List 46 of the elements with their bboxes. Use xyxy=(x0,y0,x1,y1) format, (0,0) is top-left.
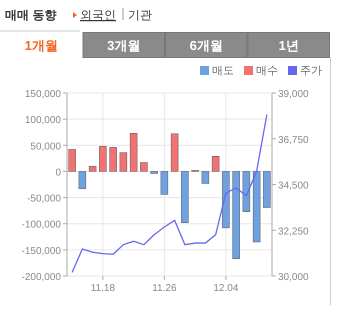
text: 3개월 xyxy=(107,38,140,53)
y2-tick-label: 32,250 xyxy=(278,226,310,238)
y-tick-label: 100,000 xyxy=(24,115,62,126)
y-tick-label: 150,000 xyxy=(24,89,62,100)
text: 1개월 xyxy=(24,38,58,53)
legend-label: 주가 xyxy=(300,65,322,77)
chart-title: 매매 동향 xyxy=(5,8,56,22)
legend-label: 매도 xyxy=(212,65,234,77)
bar xyxy=(170,134,178,172)
bar xyxy=(68,149,76,172)
bar xyxy=(150,171,158,174)
bar xyxy=(242,171,250,212)
y-tick-label: 0 xyxy=(55,167,62,178)
bar xyxy=(160,171,168,195)
y2-tick-label: 39,000 xyxy=(278,89,310,100)
bar xyxy=(263,171,271,208)
text: 6개월 xyxy=(190,38,223,53)
y2-tick-label: 36,750 xyxy=(278,134,310,146)
legend-label: 매수 xyxy=(256,65,278,77)
bar xyxy=(202,171,210,184)
y2-tick-label: 30,000 xyxy=(278,272,310,283)
bar xyxy=(212,156,220,172)
text: 기관 xyxy=(128,8,152,22)
bar xyxy=(232,171,240,259)
x-tick-label: 11.18 xyxy=(90,283,116,294)
text: 1년 xyxy=(278,38,299,53)
bar xyxy=(140,162,148,172)
bar xyxy=(222,171,230,228)
y-tick-label: -200,000 xyxy=(22,272,62,283)
bar xyxy=(99,146,107,172)
y-tick-label: -150,000 xyxy=(22,246,62,257)
bar xyxy=(130,133,138,172)
bar xyxy=(78,171,86,189)
bar xyxy=(120,152,128,172)
line-series xyxy=(71,114,268,273)
y-tick-label: 50,000 xyxy=(30,141,62,152)
text: 외국인 xyxy=(80,8,116,22)
bar xyxy=(88,166,96,172)
y-tick-label: -100,000 xyxy=(22,220,62,231)
bar xyxy=(252,171,260,242)
bar xyxy=(109,147,117,172)
y-tick-label: -50,000 xyxy=(27,194,62,205)
y2-tick-label: 34,500 xyxy=(278,180,310,192)
x-tick-label: 12.04 xyxy=(213,283,239,294)
x-tick-label: 11.26 xyxy=(152,283,177,294)
bar xyxy=(181,171,189,223)
